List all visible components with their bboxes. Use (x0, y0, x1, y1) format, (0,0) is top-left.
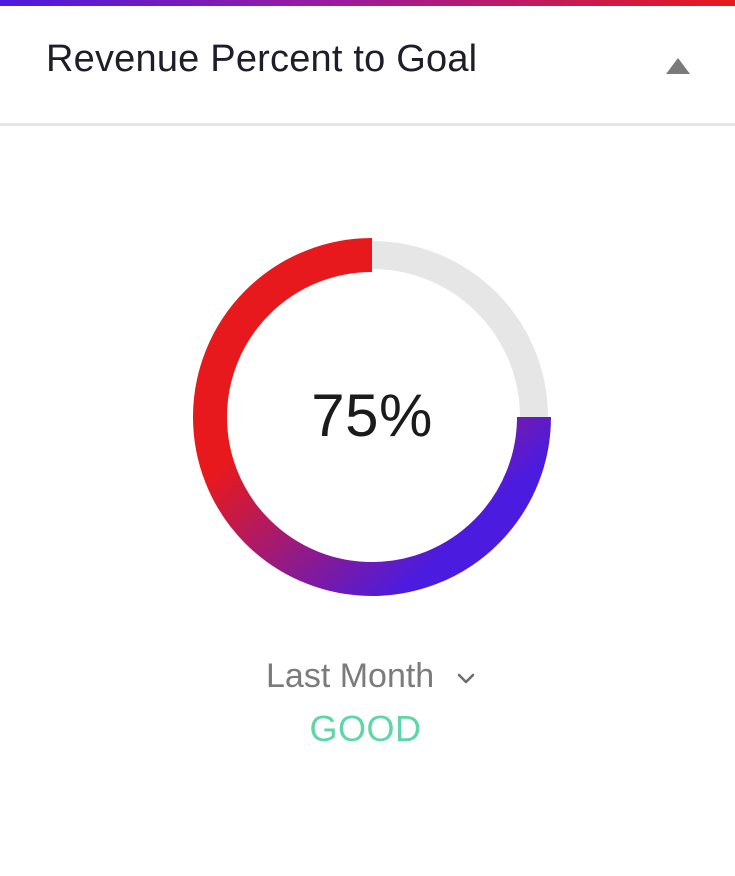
period-dropdown[interactable]: Last Month (266, 652, 478, 700)
chevron-down-icon (457, 673, 475, 684)
card-title: Revenue Percent to Goal (46, 38, 478, 80)
progress-gauge: 75% (190, 237, 554, 601)
status-label: GOOD (309, 708, 422, 749)
card-header: Revenue Percent to Goal (0, 6, 735, 126)
collapse-button[interactable] (656, 50, 700, 86)
gauge-ring (193, 238, 551, 596)
gauge-progress-arc (193, 238, 551, 596)
triangle-up-icon (666, 58, 690, 74)
top-accent-bar (0, 0, 735, 6)
period-label: Last Month (266, 656, 435, 695)
status-badge: GOOD (0, 708, 735, 750)
gauge-value: 75% (311, 381, 433, 449)
